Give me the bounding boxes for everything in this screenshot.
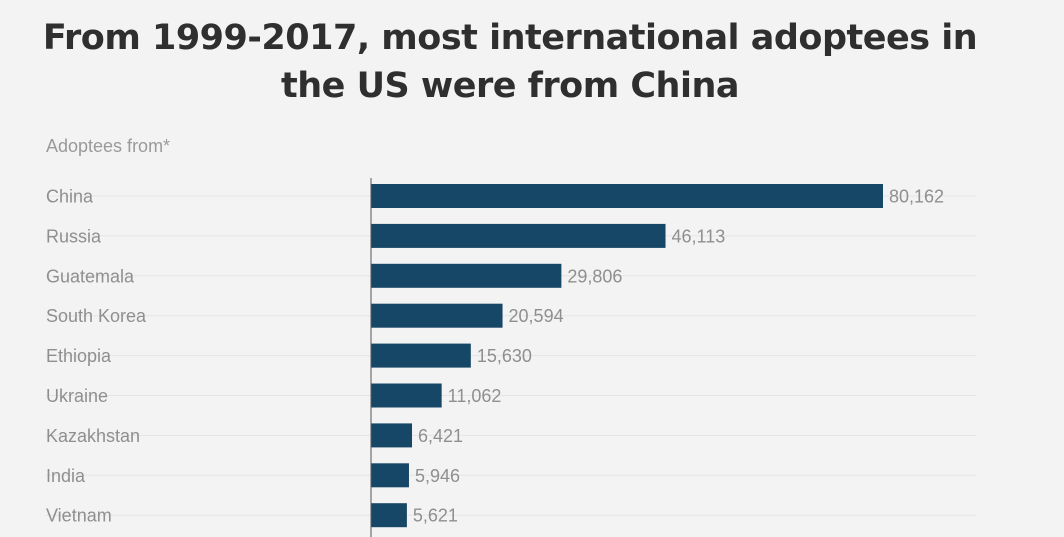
- category-label: Russia: [46, 226, 102, 246]
- bar: [371, 383, 442, 408]
- bar: [371, 463, 409, 488]
- value-label: 6,421: [418, 426, 463, 446]
- value-label: 20,594: [509, 306, 564, 326]
- category-column-header: Adoptees from*: [46, 136, 171, 156]
- chart-title: From 1999-2017, most international adopt…: [42, 18, 978, 106]
- value-label: 29,806: [567, 266, 622, 286]
- category-label: Kazakhstan: [46, 426, 140, 446]
- value-label: 15,630: [477, 346, 532, 366]
- category-label: South Korea: [46, 306, 147, 326]
- value-label: 5,621: [413, 506, 458, 526]
- category-label: Vietnam: [46, 506, 112, 526]
- category-label: Ukraine: [46, 386, 108, 406]
- bar: [371, 343, 471, 368]
- bar: [371, 223, 666, 248]
- value-label: 80,162: [889, 187, 944, 207]
- value-label: 46,113: [672, 226, 726, 246]
- bar: [371, 184, 883, 208]
- bar: [371, 303, 503, 328]
- category-label: China: [46, 187, 94, 207]
- value-label: 5,946: [415, 466, 460, 486]
- category-label: Guatemala: [46, 266, 135, 286]
- category-label: India: [46, 466, 86, 486]
- value-label: 11,062: [448, 386, 502, 406]
- category-label: Ethiopia: [46, 346, 112, 366]
- bar: [371, 423, 413, 448]
- bar: [371, 263, 562, 288]
- bar: [371, 503, 407, 528]
